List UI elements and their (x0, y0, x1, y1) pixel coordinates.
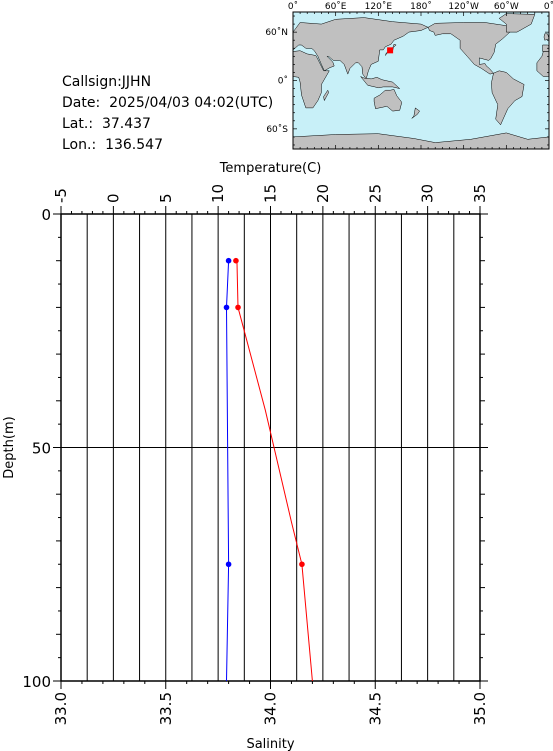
map-lon-label: 60˚W (494, 1, 519, 12)
lon-label: Lon.: (62, 137, 97, 153)
salinity-tick-label: 33.0 (52, 692, 70, 725)
map-land-indonesia (360, 76, 401, 90)
station-marker (387, 47, 394, 54)
salinity-tick-label: 34.5 (366, 692, 384, 725)
temperature-data-point (235, 304, 241, 311)
world-map: 0˚ 60˚E 120˚E 180˚ 120˚W 60˚W 0˚ 60˚N 0˚ 60˚S (265, 1, 553, 150)
salinity-tick-label: 33.5 (157, 692, 175, 725)
salinity-axis-title: Salinity (246, 737, 294, 751)
temperature-tick-label: 0 (104, 193, 122, 203)
date-line: Date: 2025/04/03 04:02(UTC) (62, 93, 273, 114)
lat-value: 37.437 (101, 116, 151, 132)
temperature-tick-label: 15 (262, 184, 280, 203)
temperature-profile-line (235, 260, 313, 682)
callsign-label: Callsign: (62, 74, 122, 90)
temperature-tick-label: 35 (471, 184, 489, 203)
salinity-data-point (225, 257, 232, 264)
date-label: Date: (62, 95, 101, 111)
station-info: Callsign:JJHN Date: 2025/04/03 04:02(UTC… (62, 72, 273, 156)
map-land-uk (543, 33, 550, 41)
temperature-tick-label: 25 (366, 184, 384, 203)
salinity-profile-line (225, 260, 230, 682)
salinity-data-point (225, 561, 232, 568)
map-lon-label: 120˚W (448, 1, 479, 12)
map-land-africa (292, 50, 330, 109)
temperature-tick-label: 20 (314, 184, 332, 203)
lat-label: Lat.: (62, 116, 94, 132)
map-lat-label: 60˚N (265, 27, 288, 38)
depth-tick-label: 100 (22, 673, 51, 691)
date-value: 2025/04/03 04:02(UTC) (109, 95, 274, 111)
depth-tick-label: 50 (32, 440, 51, 458)
map-land-new-zealand (411, 107, 420, 119)
lat-line: Lat.: 37.437 (62, 114, 273, 135)
map-lon-label: 0˚ (288, 1, 298, 12)
depth-tick-label: 0 (41, 206, 51, 224)
temperature-tick-label: 30 (419, 184, 437, 203)
map-lon-label: 60˚E (325, 1, 347, 12)
map-lon-label: 120˚E (365, 1, 393, 12)
temperature-tick-label: 10 (209, 184, 227, 203)
temperature-tick-label: -5 (52, 188, 70, 203)
map-land-iberia (542, 44, 550, 52)
depth-axis-title: Depth(m) (2, 416, 17, 478)
salinity-tick-label: 35.0 (471, 692, 489, 725)
map-lon-label: 180˚ (410, 1, 432, 12)
callsign-value: JJHN (121, 74, 152, 90)
map-lat-label: 60˚S (266, 124, 288, 135)
salinity-tick-label: 34.0 (262, 692, 280, 725)
temperature-data-point (299, 561, 305, 568)
temperature-tick-label: 5 (157, 193, 175, 203)
map-lat-label: 0˚ (278, 76, 288, 87)
temperature-data-point (233, 257, 239, 264)
salinity-data-point (223, 304, 230, 311)
lon-line: Lon.: 136.547 (62, 135, 273, 156)
map-land-australia (373, 89, 403, 112)
map-land-europe-asia (292, 17, 429, 80)
lon-value: 136.547 (105, 137, 163, 153)
map-land-madagascar (323, 89, 329, 102)
map-lon-label: 0˚ (544, 1, 553, 12)
callsign-line: Callsign:JJHN (62, 72, 273, 93)
temperature-axis-title: Temperature(C) (219, 161, 322, 176)
map-land-south-america (491, 70, 525, 126)
